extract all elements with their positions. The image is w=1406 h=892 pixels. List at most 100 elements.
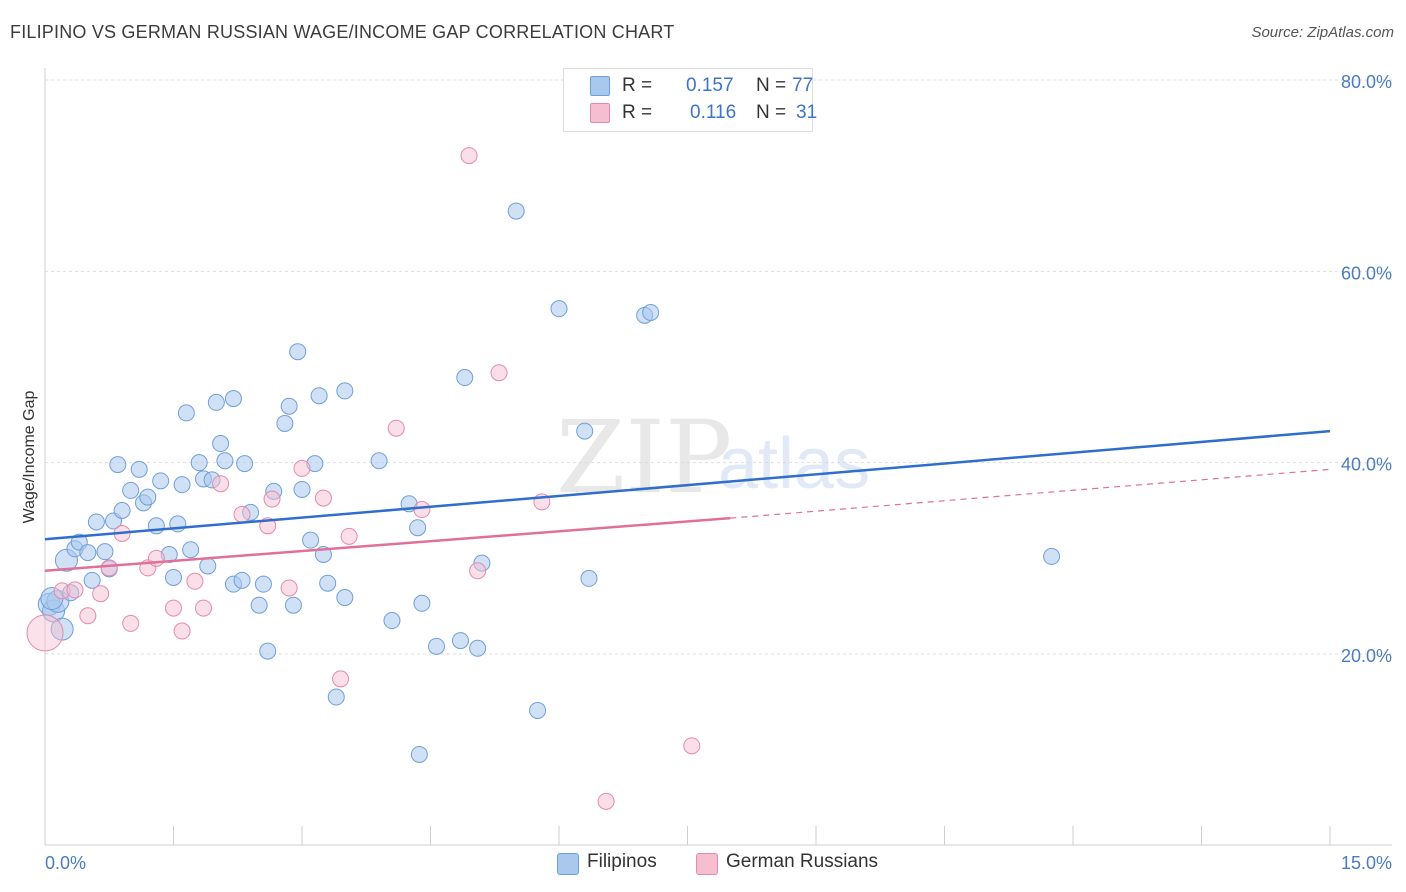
- german-russians-point: [194, 599, 212, 617]
- german-russians-point: [413, 501, 431, 519]
- y-tick-label-20: 20.0%: [1341, 646, 1392, 666]
- chart-source: Source: ZipAtlas.com: [1251, 24, 1394, 41]
- german-russians-point: [66, 581, 84, 599]
- watermark: ZIP atlas: [556, 399, 870, 516]
- german-russians-point: [79, 607, 97, 625]
- filipinos-point: [130, 460, 148, 478]
- y-tick-label-60: 60.0%: [1341, 263, 1392, 283]
- filipinos-point: [642, 303, 660, 321]
- german-russians-point: [100, 559, 118, 577]
- german-russians-point: [233, 505, 251, 523]
- legend-n-value-filipinos: 77: [792, 75, 814, 96]
- filipinos-point: [113, 502, 131, 519]
- watermark-atlas: atlas: [718, 424, 870, 504]
- filipinos-point: [409, 519, 427, 537]
- german-russians-points: [26, 147, 701, 810]
- filipinos-point: [199, 557, 217, 575]
- y-tick-label-80: 80.0%: [1341, 72, 1392, 92]
- filipinos-point: [310, 387, 328, 405]
- filipinos-point: [451, 632, 469, 650]
- german-russians-point: [280, 579, 298, 597]
- x-tick-label-min: 0.0%: [45, 853, 86, 873]
- filipinos-point: [259, 642, 277, 660]
- filipinos-point: [83, 571, 101, 589]
- german-russians-point: [293, 459, 311, 477]
- german-russians-point: [340, 527, 358, 545]
- filipinos-point: [152, 472, 170, 490]
- filipinos-point: [190, 454, 208, 472]
- filipinos-point: [507, 202, 525, 220]
- legend-r-value-german-russians: 0.116: [690, 102, 737, 123]
- filipinos-point: [233, 571, 251, 589]
- filipinos-point: [302, 531, 320, 549]
- german-russians-point: [26, 614, 64, 652]
- german-russians-point: [490, 364, 508, 382]
- german-russians-trend-line: [44, 516, 731, 573]
- filipinos-point: [79, 544, 97, 562]
- german-russians-point: [683, 737, 701, 755]
- gridlines: [45, 79, 1392, 655]
- filipinos-point: [212, 435, 230, 453]
- legend-swatch-pink: [590, 103, 610, 123]
- bottom-legend-swatch-pink: [696, 853, 718, 875]
- legend-n-value-german-russians: 31: [796, 102, 818, 123]
- filipinos-point: [580, 569, 598, 587]
- german-russians-point: [165, 599, 182, 617]
- german-russians-point: [263, 490, 281, 508]
- filipinos-point: [550, 300, 568, 318]
- filipinos-point: [177, 404, 195, 422]
- german-russians-point: [387, 419, 405, 437]
- tick-labels: 20.0% 40.0% 60.0% 80.0% 0.0% 15.0%: [45, 72, 1392, 873]
- chart-title: FILIPINO VS GERMAN RUSSIAN WAGE/INCOME G…: [10, 22, 675, 42]
- filipinos-point: [383, 612, 401, 630]
- bottom-legend-label-filipinos: Filipinos: [587, 851, 657, 872]
- filipinos-point: [427, 637, 445, 655]
- filipinos-point: [456, 369, 474, 387]
- legend-swatch-blue: [590, 76, 610, 96]
- filipinos-point: [1043, 547, 1061, 565]
- filipinos-points: [37, 202, 1061, 763]
- bottom-legend-label-german-russians: German Russians: [726, 851, 879, 872]
- legend-r-label: R =: [622, 102, 653, 123]
- german-russians-point: [597, 792, 615, 810]
- filipinos-point: [276, 414, 294, 432]
- filipinos-point: [327, 688, 345, 706]
- trend-lines: [44, 429, 1331, 573]
- bottom-legend-swatch-blue: [557, 853, 579, 875]
- filipinos-point: [336, 589, 354, 607]
- german-russians-trend-extension: [730, 468, 1331, 519]
- filipinos-point: [469, 639, 487, 657]
- filipinos-point: [165, 568, 182, 586]
- filipinos-point: [216, 452, 234, 470]
- filipinos-trend-line: [44, 429, 1331, 541]
- german-russians-point: [122, 614, 140, 632]
- filipinos-point: [293, 480, 311, 498]
- german-russians-point: [92, 585, 110, 603]
- axes: [44, 68, 1392, 846]
- german-russians-point: [212, 475, 230, 493]
- german-russians-point: [460, 147, 478, 165]
- filipinos-point: [576, 422, 594, 440]
- filipinos-point: [139, 488, 157, 506]
- filipinos-point: [109, 456, 127, 474]
- filipinos-point: [289, 343, 307, 361]
- filipinos-point: [319, 574, 337, 592]
- filipinos-point: [173, 476, 191, 494]
- filipinos-point: [254, 575, 272, 593]
- filipinos-point: [280, 397, 298, 415]
- legend-r-value-filipinos: 0.157: [686, 75, 734, 96]
- filipinos-point: [413, 594, 431, 612]
- legend-n-label: N =: [756, 102, 787, 123]
- filipinos-point: [284, 596, 302, 614]
- filipinos-point: [87, 513, 105, 531]
- filipinos-point: [410, 745, 428, 763]
- filipinos-point: [96, 543, 114, 561]
- y-tick-label-40: 40.0%: [1341, 455, 1392, 475]
- filipinos-point: [207, 393, 225, 411]
- german-russians-point: [147, 549, 165, 567]
- filipinos-point: [236, 455, 254, 473]
- filipinos-point: [370, 452, 388, 470]
- filipinos-point: [182, 541, 200, 559]
- german-russians-point: [173, 622, 191, 640]
- filipinos-point: [122, 481, 140, 499]
